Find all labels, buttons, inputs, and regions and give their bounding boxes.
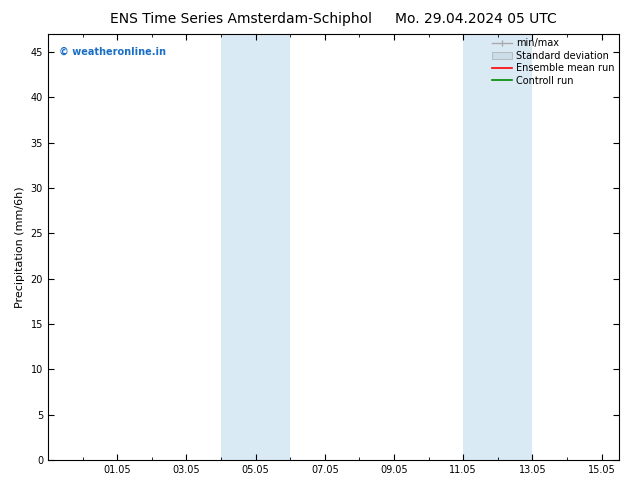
Bar (463, 34, 533, 460)
Legend: min/max, Standard deviation, Ensemble mean run, Controll run: min/max, Standard deviation, Ensemble me… (490, 37, 616, 88)
Text: © weatheronline.in: © weatheronline.in (60, 47, 166, 56)
Text: Mo. 29.04.2024 05 UTC: Mo. 29.04.2024 05 UTC (394, 12, 557, 26)
Text: ENS Time Series Amsterdam-Schiphol: ENS Time Series Amsterdam-Schiphol (110, 12, 372, 26)
Y-axis label: Precipitation (mm/6h): Precipitation (mm/6h) (15, 186, 25, 308)
Bar (221, 34, 290, 460)
